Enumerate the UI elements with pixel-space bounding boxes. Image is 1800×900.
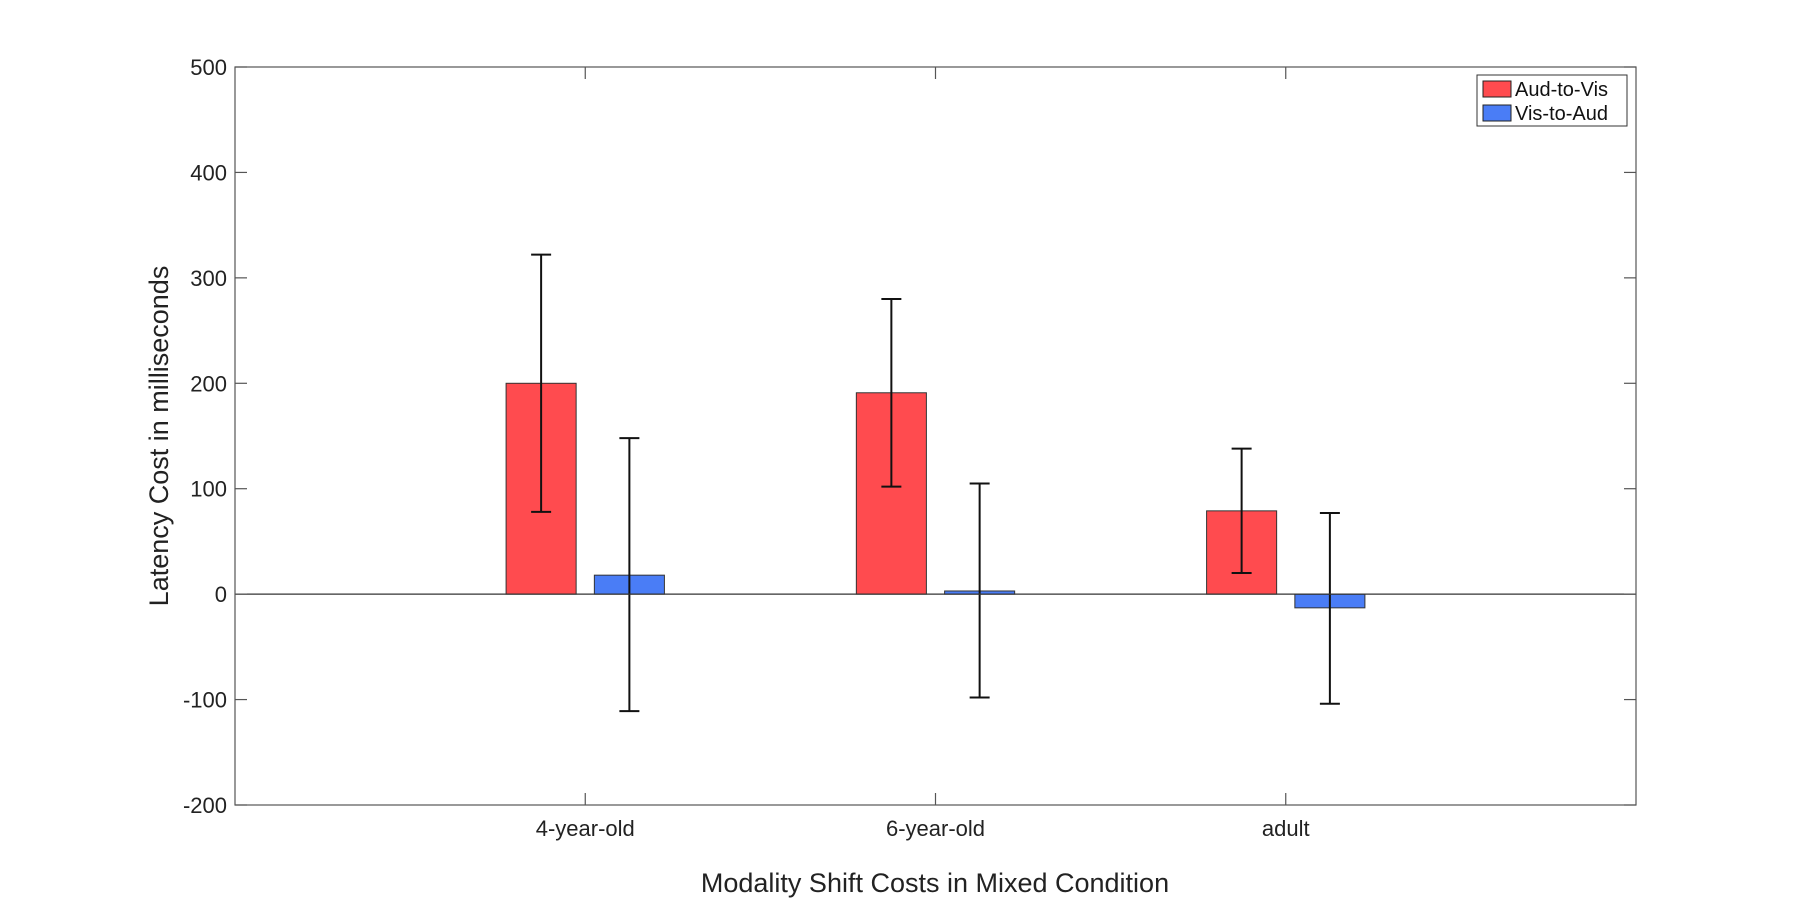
x-tick-label-4-year-old: 4-year-old bbox=[536, 816, 635, 841]
x-tick-label-adult: adult bbox=[1262, 816, 1310, 841]
y-tick-label: -200 bbox=[183, 793, 227, 818]
legend-label-vis-to-aud: Vis-to-Aud bbox=[1515, 103, 1608, 125]
x-axis-title: Modality Shift Costs in Mixed Condition bbox=[701, 868, 1169, 898]
y-tick-label: 200 bbox=[190, 371, 227, 396]
y-tick-label: 0 bbox=[215, 582, 227, 607]
legend: Aud-to-Vis Vis-to-Aud bbox=[1476, 74, 1628, 127]
y-tick-label: 100 bbox=[190, 477, 227, 502]
y-axis-title: Latency Cost in milliseconds bbox=[144, 266, 174, 607]
legend-label-aud-to-vis: Aud-to-Vis bbox=[1515, 79, 1608, 101]
y-tick-labels: -200 -100 0 100 200 300 400 500 bbox=[183, 55, 227, 818]
plot-area bbox=[235, 67, 1636, 805]
error-bar-aud-to-vis-6-year-old bbox=[881, 297, 902, 488]
y-tick-label: 300 bbox=[190, 266, 227, 291]
y-tick-label: 500 bbox=[190, 55, 227, 80]
error-bar-aud-to-vis-adult bbox=[1231, 447, 1252, 575]
ticks-layer bbox=[235, 66, 1636, 806]
error-bar-vis-to-aud-4-year-old bbox=[619, 437, 640, 713]
y-tick-label: -100 bbox=[183, 688, 227, 713]
x-tick-label-6-year-old: 6-year-old bbox=[886, 816, 985, 841]
legend-swatch-vis-to-aud bbox=[1482, 104, 1512, 122]
error-bar-aud-to-vis-4-year-old bbox=[531, 253, 552, 513]
errorbars-layer bbox=[531, 253, 1340, 713]
error-bar-vis-to-aud-adult bbox=[1319, 511, 1340, 705]
y-tick-label: 400 bbox=[190, 160, 227, 185]
legend-swatch-aud-to-vis bbox=[1482, 80, 1512, 98]
x-tick-labels: 4-year-old 6-year-old adult bbox=[536, 816, 1310, 841]
error-bar-vis-to-aud-6-year-old bbox=[969, 482, 990, 699]
